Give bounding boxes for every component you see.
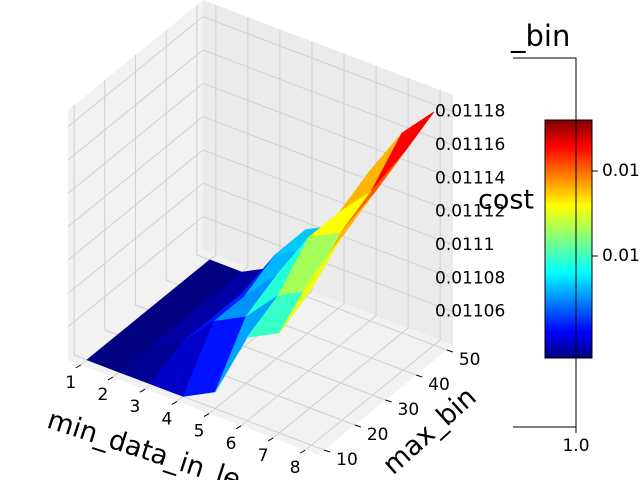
grid-line	[67, 16, 204, 128]
z-tick-label: 0.01114	[435, 168, 505, 188]
z-tick-label: 0.01116	[435, 135, 505, 155]
y-tick	[323, 449, 331, 453]
x-tick-label: 1	[65, 373, 76, 393]
colorbar-axis: 0.01 0.01	[592, 161, 640, 266]
grid-line	[67, 116, 204, 228]
y-tick-label: 10	[336, 450, 358, 470]
y-tick	[416, 374, 423, 378]
grid-line	[202, 16, 454, 113]
colorbar	[544, 119, 593, 359]
x-tick-label: 7	[258, 446, 269, 466]
z-axis-label: cost	[478, 185, 534, 216]
plot-3d: 1 2 3 4 5 6 7 8 10 20 30 40 50 0.01106 0.01108 0.0111 0.…	[65, 0, 505, 478]
grid-line	[202, 216, 454, 313]
second-axis-tick-label: 1.0	[562, 436, 589, 456]
z-tick-label: 0.01108	[435, 268, 505, 288]
z-tick-label: 0.01112	[435, 202, 505, 222]
x-tick	[139, 388, 146, 393]
grid-line	[202, 82, 454, 179]
colorbar-tick-label: 0.01	[602, 246, 640, 266]
pane-back	[203, 0, 453, 345]
grid-line	[67, 149, 204, 261]
y-tick	[354, 424, 361, 428]
y-tick-label: 50	[459, 350, 481, 370]
surface-patch	[279, 236, 343, 334]
colorbar-tick-label: 0.01	[602, 161, 640, 181]
y-axis-label: max_bin	[377, 381, 483, 480]
x-tick	[299, 449, 306, 454]
y-tick	[446, 349, 454, 353]
x-tick-label: 5	[194, 422, 205, 442]
y-tick-label: 20	[367, 425, 389, 445]
x-tick-label: 6	[226, 434, 237, 454]
x-tick-label: 3	[130, 397, 141, 417]
grid-line	[202, 116, 454, 213]
second-axis-title: _bin	[510, 19, 570, 53]
z-tick-label: 0.0111	[435, 235, 494, 255]
x-tick	[235, 425, 242, 430]
z-tick-label: 0.01106	[435, 302, 505, 322]
x-tick	[75, 364, 82, 369]
x-tick-label: 2	[97, 385, 108, 405]
x-axis-label: min_data_in_le	[44, 404, 245, 480]
z-tick-label: 0.01118	[435, 102, 505, 122]
grid-line	[67, 182, 204, 294]
x-tick	[267, 437, 274, 442]
second-axis-frame	[513, 57, 577, 428]
grid-line	[67, 82, 204, 194]
grid-line	[67, 216, 204, 328]
x-tick-label: 4	[162, 409, 173, 429]
y-tick-label: 40	[428, 375, 450, 395]
x-tick-label: 8	[290, 458, 301, 478]
grid-line	[202, 149, 454, 246]
grid-line	[67, 49, 204, 161]
x-tick	[171, 400, 178, 405]
y-tick	[385, 399, 392, 403]
x-tick	[107, 376, 114, 381]
y-tick-label: 30	[398, 400, 420, 420]
x-tick	[203, 413, 210, 418]
